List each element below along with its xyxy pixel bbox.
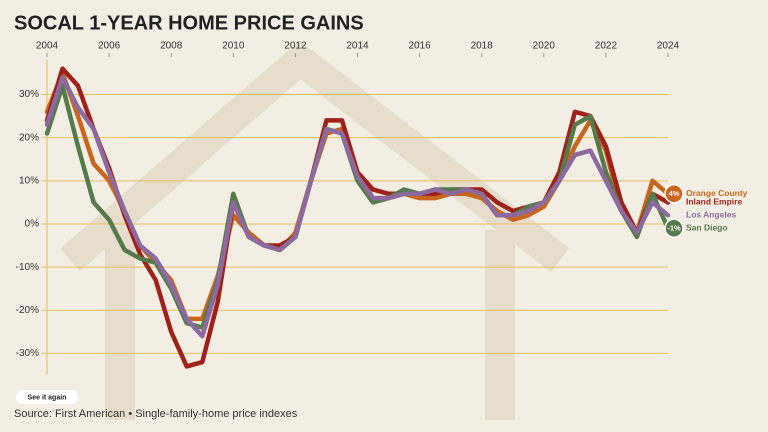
x-tick-label: 2010 — [222, 41, 245, 52]
series-name: San Diego — [686, 223, 728, 233]
x-tick-label: 2022 — [595, 41, 618, 52]
x-tick-label: 2012 — [284, 41, 307, 52]
y-tick-label: -10% — [16, 262, 39, 273]
x-tick-label: 2020 — [533, 41, 556, 52]
x-tick-label: 2016 — [408, 41, 431, 52]
y-tick-label: -30% — [16, 348, 39, 359]
x-tick-label: 2014 — [346, 41, 369, 52]
end-bubble — [664, 184, 684, 204]
button-label[interactable]: See it again — [28, 394, 67, 401]
x-tick-label: 2008 — [160, 41, 183, 52]
y-tick-label: 20% — [19, 132, 39, 143]
series-name: Orange County — [686, 188, 748, 198]
series-line — [44, 83, 671, 330]
button-bg[interactable] — [16, 390, 78, 404]
y-tick-label: 30% — [19, 89, 39, 100]
series-name: Inland Empire — [686, 197, 742, 207]
y-tick-label: 10% — [19, 175, 39, 186]
x-tick-label: 2018 — [471, 41, 494, 52]
see-it-again-button[interactable]: See it again — [16, 390, 78, 404]
end-label: 4% — [669, 189, 680, 198]
series-name: Los Angeles — [686, 210, 736, 220]
y-tick-label: -20% — [16, 305, 39, 316]
x-tick-label: 2004 — [36, 41, 59, 52]
y-tick-label: 0% — [25, 219, 40, 230]
source: Source: First American • Single-family-h… — [14, 408, 298, 420]
end-bubble — [664, 218, 684, 239]
x-tick-label: 2024 — [657, 41, 680, 52]
series-line — [44, 75, 671, 339]
end-label: -1% — [667, 223, 681, 232]
chart-title: SOCAL 1-YEAR HOME PRICE GAINS — [14, 12, 364, 34]
x-tick-label: 2006 — [98, 41, 121, 52]
